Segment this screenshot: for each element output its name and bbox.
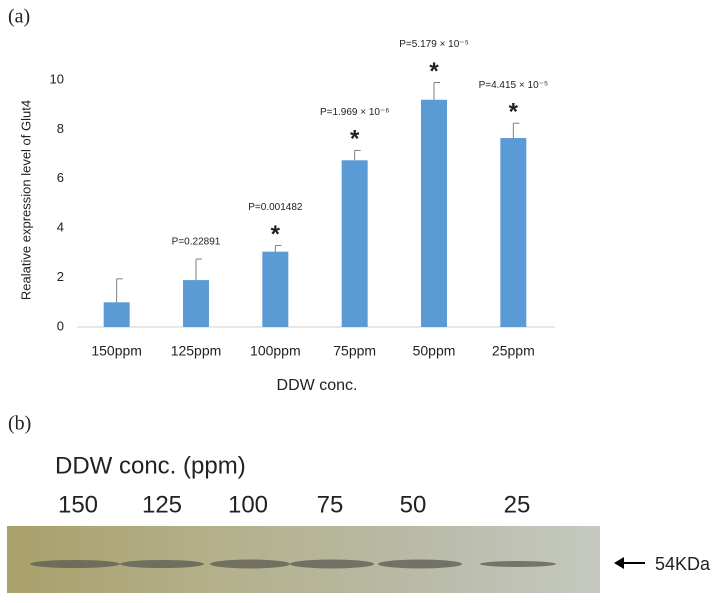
y-axis-label: Realative expression level of Glut4 [18, 100, 33, 300]
x-axis-label: DDW conc. [277, 377, 358, 394]
x-tick-label: 125ppm [171, 343, 222, 359]
arrow-head [614, 557, 624, 569]
lane-label: 75 [317, 491, 344, 518]
significance-star: * [429, 58, 439, 85]
panel-label: (b) [8, 413, 31, 435]
x-tick-label: 25ppm [492, 343, 535, 359]
x-tick-label: 75ppm [333, 343, 376, 359]
bar [421, 99, 447, 327]
significance-star: * [509, 99, 519, 126]
bar [341, 160, 368, 327]
p-value-label: P=0.22891 [172, 237, 221, 248]
p-value-label: P=1.969 × 10⁻⁶ [320, 107, 389, 118]
y-tick-label: 2 [57, 269, 64, 284]
blot-title: DDW conc. (ppm) [55, 452, 246, 479]
x-tick-label: 150ppm [91, 343, 142, 359]
blot-bands [30, 559, 556, 569]
lane-label: 100 [228, 491, 268, 518]
blot-image [7, 526, 600, 593]
marker-label: 54KDa [655, 554, 711, 574]
p-value-label: P=5.179 × 10⁻⁵ [399, 39, 468, 50]
x-tick-label: 50ppm [413, 343, 456, 359]
bar [262, 251, 289, 327]
lane-label: 150 [58, 491, 98, 518]
bar [500, 138, 527, 327]
significance-star: * [271, 221, 281, 248]
bar [183, 280, 209, 327]
lane-label: 25 [504, 491, 531, 518]
p-value-label: P=4.415 × 10⁻⁵ [479, 80, 548, 91]
x-tick-label: 100ppm [250, 343, 301, 359]
y-tick-label: 8 [57, 121, 64, 136]
lane-label: 125 [142, 491, 182, 518]
significance-star: * [350, 126, 360, 153]
lane-label: 50 [400, 491, 427, 518]
y-tick-label: 0 [57, 318, 64, 333]
p-value-label: P=0.001482 [248, 202, 303, 213]
panel-label: (a) [8, 6, 30, 28]
y-tick-label: 10 [50, 71, 64, 86]
y-tick-label: 4 [57, 220, 64, 235]
y-tick-label: 6 [57, 170, 64, 185]
bar [103, 302, 130, 327]
